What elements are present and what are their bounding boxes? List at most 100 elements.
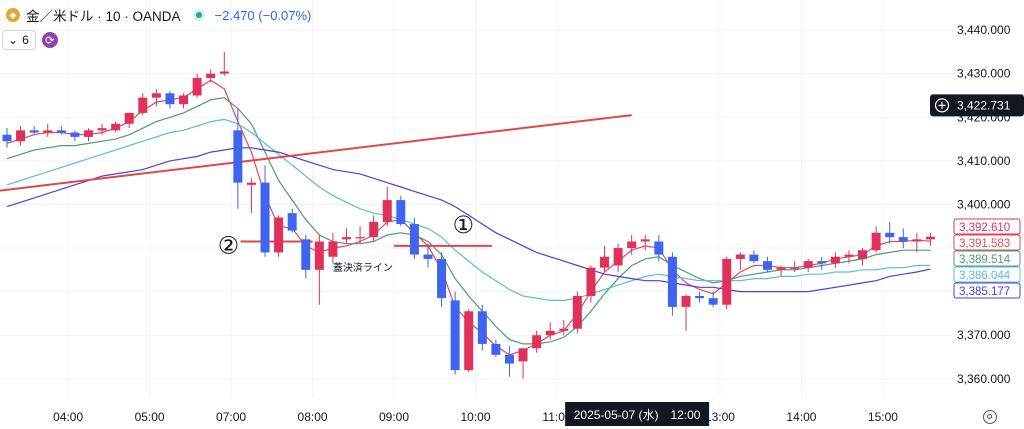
candle-body (464, 311, 474, 371)
candle-body (722, 258, 732, 305)
y-tick-label: 3,410.000 (957, 154, 1011, 168)
candle-body (246, 182, 256, 185)
candle-body (898, 237, 908, 242)
candle-body (925, 236, 935, 240)
x-tick-label: 04:00 (53, 410, 83, 424)
candle-body (165, 93, 175, 105)
candle-body (667, 256, 677, 307)
candle-body (233, 130, 243, 183)
chevron-down-icon: ⌄ (8, 33, 19, 47)
candle-body (912, 239, 922, 242)
candle-body (830, 256, 840, 264)
candle-body (613, 248, 623, 266)
plus-circle-icon[interactable] (934, 98, 950, 113)
candle-body (858, 250, 868, 259)
candle-body (790, 267, 800, 269)
ma-value-text: 3,392.610 (959, 222, 1010, 234)
candle-body (328, 241, 338, 257)
candle-body (762, 261, 772, 270)
candle-body (83, 130, 93, 137)
candle-body (572, 295, 582, 329)
candle-body (138, 97, 148, 113)
crosshair-price-text: 3,422.731 (957, 98, 1011, 112)
candle-body (16, 130, 26, 142)
crosshair-time-tag (565, 402, 710, 426)
x-tick-label: 11:00 (542, 410, 571, 424)
sync-icon[interactable]: ⟳ (41, 32, 58, 48)
ma-value-tag (953, 266, 1021, 283)
annotation-circle-1: ① (453, 212, 475, 239)
candle-body (369, 221, 379, 238)
candle-body (382, 200, 392, 222)
annotations: ① ② 蓋決済ライン (218, 212, 474, 274)
y-tick-label: 3,360.000 (957, 372, 1011, 386)
candle-body (654, 241, 664, 255)
ma-value-text: 3,391.583 (959, 238, 1010, 250)
drawn-lines[interactable] (0, 114, 632, 247)
settings-gear-icon[interactable] (983, 410, 997, 424)
price-change: −2.470 (−0.07%) (214, 7, 312, 23)
candle-body (274, 217, 284, 253)
candle-body (219, 71, 229, 74)
candle-body (409, 224, 419, 255)
candle-body (640, 239, 650, 242)
x-tick-label: 05:00 (135, 410, 165, 424)
symbol-title[interactable]: 金／米ドル · 10 · OANDA (26, 9, 181, 24)
time-axis[interactable]: 3:0004:0005:0007:0008:0009:0010:0011:001… (0, 410, 898, 424)
candle-body (803, 261, 813, 268)
candle-body (735, 254, 745, 259)
symbol-header: ◆ 金／米ドル · 10 · OANDA −2.470 (−0.07%) (6, 4, 311, 26)
candle-body (871, 232, 881, 251)
x-tick-label: 09:00 (379, 410, 409, 424)
candle-body (450, 300, 460, 371)
ma-value-tag (953, 218, 1021, 235)
candle-body (206, 73, 216, 79)
candle-body (532, 335, 542, 349)
x-tick-label: 08:00 (298, 410, 328, 424)
x-tick-label: 13:00 (705, 410, 735, 424)
candle-body (342, 237, 351, 240)
y-tick-label: 3,400.000 (957, 197, 1011, 211)
candle-body (396, 200, 406, 225)
ma-value-tag (953, 234, 1021, 251)
candle-body (491, 343, 501, 355)
trend-line[interactable] (0, 114, 632, 192)
candle-body (545, 330, 555, 336)
candle-body (260, 182, 270, 253)
candle-body (151, 93, 161, 98)
candle-body (43, 130, 53, 133)
ma-value-tag (953, 250, 1021, 267)
indicator-count: 6 (22, 33, 29, 47)
candle-body (124, 112, 134, 124)
candle-body (192, 78, 202, 96)
candle-body (776, 267, 786, 270)
ma-long-line (6, 147, 931, 293)
x-tick-label: 15:00 (868, 410, 898, 424)
ma-slow-line (6, 118, 931, 301)
candle-body (314, 241, 324, 270)
candle-body (56, 130, 66, 133)
crosshair-price-tag (930, 94, 1024, 117)
candle-body (287, 213, 297, 231)
y-tick-label: 3,440.000 (957, 23, 1011, 37)
candle-body (179, 95, 189, 105)
candle-body (586, 267, 596, 296)
gold-coin-icon: ◆ (6, 8, 20, 22)
candle-body (695, 295, 705, 299)
price-tags: 3,422.731 2025-05-07 (水) 12:00 3,392.610 3,… (565, 94, 1024, 426)
candle-body (437, 258, 447, 299)
candle-body (29, 130, 39, 133)
x-tick-label: 07:00 (216, 410, 246, 424)
price-axis[interactable]: 3,440.0003,430.0003,420.0003,410.0003,40… (957, 23, 1011, 386)
ma-value-text: 3,386.044 (959, 270, 1011, 282)
candle-body (355, 237, 365, 239)
candle-body (627, 241, 637, 249)
indicator-toggle-button[interactable]: ⌄ 6 (2, 30, 36, 50)
candle-body (518, 348, 528, 362)
candle-body (97, 128, 107, 131)
market-open-icon (192, 9, 205, 21)
candle-body (423, 254, 433, 259)
candle-body (817, 261, 827, 264)
candle-body (504, 354, 514, 364)
